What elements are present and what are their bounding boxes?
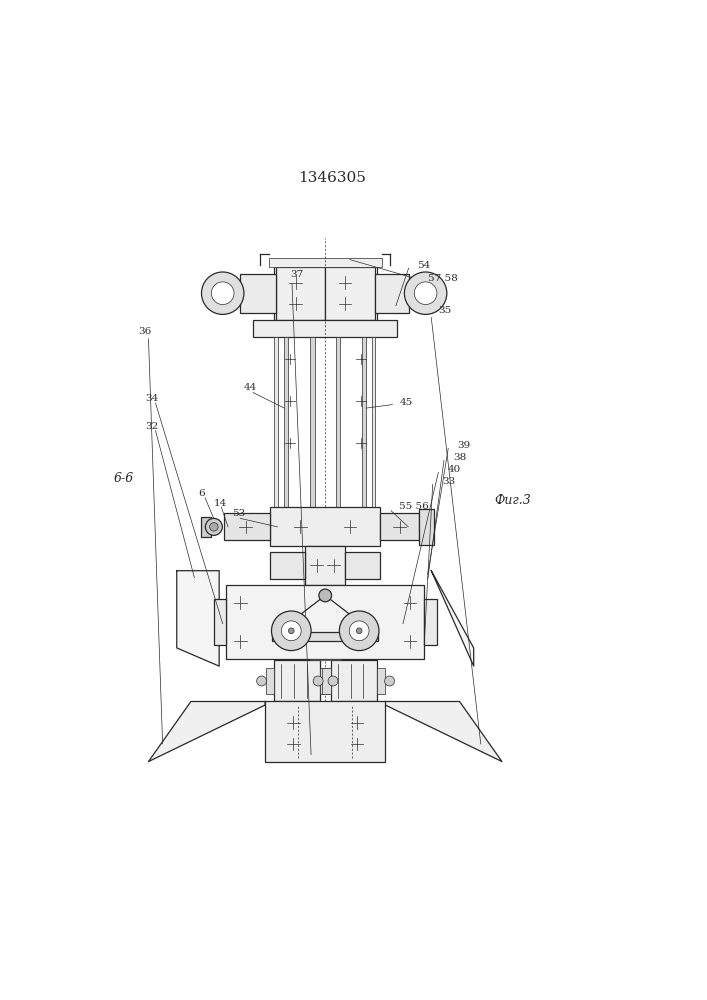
Text: 32: 32	[145, 422, 158, 431]
Text: 35: 35	[438, 306, 452, 315]
Text: 45: 45	[399, 398, 413, 407]
Circle shape	[404, 272, 447, 314]
Bar	[305, 546, 345, 585]
Circle shape	[319, 589, 332, 602]
Bar	[372, 337, 375, 532]
Circle shape	[339, 611, 379, 651]
Polygon shape	[385, 701, 502, 762]
Bar	[274, 660, 320, 701]
Text: 37: 37	[290, 270, 303, 279]
Circle shape	[205, 518, 222, 535]
Bar	[310, 659, 341, 660]
Bar	[336, 337, 340, 532]
Polygon shape	[177, 571, 219, 666]
Bar	[284, 337, 288, 532]
Bar	[419, 509, 434, 545]
Text: 55 56: 55 56	[399, 502, 429, 511]
Text: 6: 6	[198, 489, 204, 498]
Bar	[325, 267, 375, 320]
Polygon shape	[148, 701, 265, 762]
Text: Фиг.3: Фиг.3	[494, 493, 531, 506]
Circle shape	[209, 523, 218, 531]
Bar	[201, 517, 211, 537]
Bar	[272, 632, 378, 641]
Text: 38: 38	[453, 453, 467, 462]
Circle shape	[271, 611, 311, 651]
Bar	[214, 599, 226, 645]
Bar	[322, 668, 331, 694]
Text: 44: 44	[244, 383, 257, 392]
Text: 33: 33	[442, 477, 455, 486]
Text: 1346305: 1346305	[298, 171, 366, 185]
Bar	[380, 513, 419, 540]
Bar	[265, 701, 385, 762]
Bar	[362, 337, 366, 532]
Text: 36: 36	[138, 327, 151, 336]
Bar	[377, 668, 385, 694]
Bar	[226, 585, 424, 659]
Bar	[270, 507, 380, 546]
Circle shape	[349, 621, 369, 641]
Bar	[274, 265, 377, 322]
Bar	[240, 274, 276, 313]
Bar	[375, 274, 409, 313]
Circle shape	[201, 272, 244, 314]
Bar	[424, 599, 437, 645]
Bar	[224, 513, 270, 540]
Text: 14: 14	[214, 499, 227, 508]
Circle shape	[414, 282, 437, 305]
Bar	[345, 552, 380, 579]
Circle shape	[313, 676, 323, 686]
Text: 6-6: 6-6	[114, 472, 134, 485]
Bar	[320, 668, 329, 694]
Circle shape	[288, 628, 294, 634]
Bar	[266, 668, 274, 694]
Bar	[270, 552, 305, 579]
Bar	[276, 267, 325, 320]
Bar	[269, 258, 382, 267]
Text: 57 58: 57 58	[428, 274, 457, 283]
Bar	[274, 337, 278, 532]
Circle shape	[257, 676, 267, 686]
Bar	[310, 337, 315, 532]
Text: 40: 40	[448, 465, 461, 474]
Circle shape	[328, 676, 338, 686]
Bar	[331, 660, 377, 701]
Circle shape	[356, 628, 362, 634]
Bar	[253, 320, 397, 337]
Polygon shape	[431, 571, 474, 666]
Text: 53: 53	[232, 509, 245, 518]
Text: 34: 34	[145, 394, 158, 403]
Circle shape	[385, 676, 395, 686]
Circle shape	[281, 621, 301, 641]
Text: 54: 54	[417, 261, 431, 270]
Text: 39: 39	[457, 441, 471, 450]
Circle shape	[211, 282, 234, 305]
